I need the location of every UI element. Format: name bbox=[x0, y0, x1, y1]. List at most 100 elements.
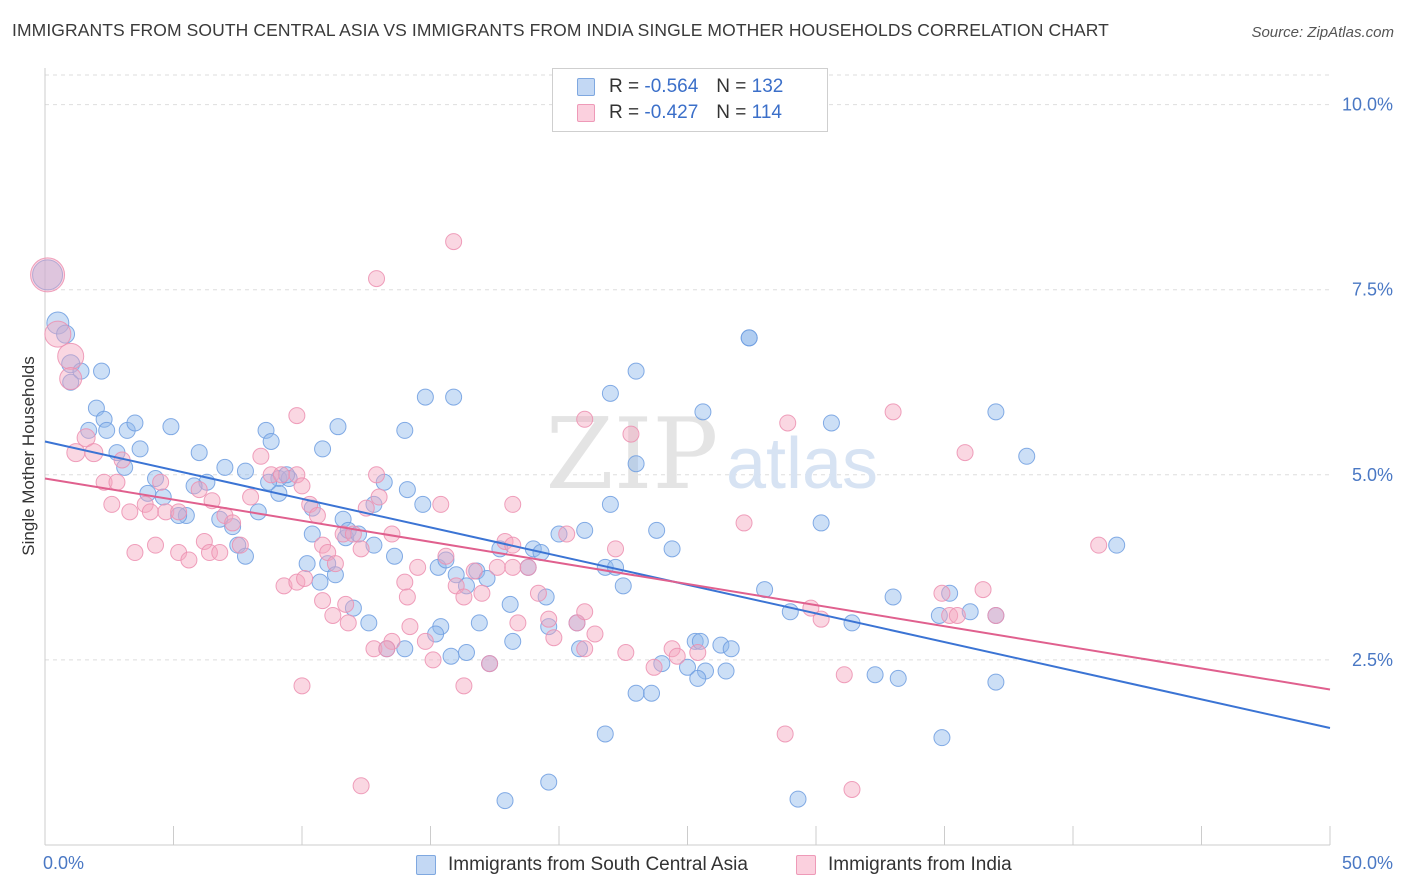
india-point-66 bbox=[473, 584, 491, 602]
india-point-48 bbox=[398, 588, 416, 606]
india-point-61 bbox=[432, 495, 450, 513]
india-point-90 bbox=[668, 647, 686, 665]
india-point-26 bbox=[211, 544, 229, 562]
south-central-asia-point-120 bbox=[1108, 536, 1126, 554]
south-central-asia-point-76 bbox=[537, 588, 555, 606]
india-point-44 bbox=[368, 466, 386, 484]
south-central-asia-point-18 bbox=[236, 462, 254, 480]
india-point-64 bbox=[455, 588, 473, 606]
india-point-53 bbox=[314, 592, 332, 610]
south-central-asia-point-71 bbox=[501, 595, 519, 613]
axes bbox=[44, 68, 1331, 846]
south-central-asia-point-15 bbox=[131, 440, 149, 458]
south-central-asia-point-62 bbox=[457, 577, 475, 595]
south-central-asia-point-85 bbox=[614, 577, 632, 595]
south-central-asia-point-95 bbox=[712, 636, 730, 654]
tick-labels: 2.5% 5.0% 7.5% 10.0% 0.0% 50.0% bbox=[43, 95, 1393, 873]
india-point-36 bbox=[308, 507, 326, 525]
grid bbox=[45, 74, 1330, 661]
watermark-atlas: atlas bbox=[726, 424, 878, 504]
india-point-100 bbox=[933, 584, 951, 602]
india-point-76 bbox=[558, 525, 576, 543]
legend-n-label: N = bbox=[716, 76, 747, 97]
south-central-asia-point-122 bbox=[596, 725, 614, 743]
india-point-40 bbox=[334, 525, 352, 543]
legend-n-value: 114 bbox=[751, 102, 782, 123]
india-point-85 bbox=[607, 540, 625, 558]
bottom-legend-swatch-south-central-asia bbox=[416, 855, 436, 875]
india-point-23 bbox=[180, 551, 198, 569]
india-point-21 bbox=[147, 536, 165, 554]
india-point-50 bbox=[275, 577, 293, 595]
india-point-28 bbox=[231, 536, 249, 554]
india-point-29 bbox=[242, 488, 260, 506]
legend-row-india: R = -0.427 N = 114 bbox=[577, 101, 782, 125]
india-point-88 bbox=[645, 658, 663, 676]
india-point-86 bbox=[617, 644, 635, 661]
bottom-legend-label-south-central-asia: Immigrants from South Central Asia bbox=[448, 854, 748, 875]
south-central-asia-point-99 bbox=[445, 388, 463, 406]
india-point-47 bbox=[396, 573, 414, 591]
india-point-42 bbox=[352, 540, 370, 558]
south-central-asia-point-5 bbox=[72, 362, 90, 380]
india-point-81 bbox=[368, 270, 386, 288]
south-central-asia-point-112 bbox=[933, 729, 951, 747]
south-central-asia-point-91 bbox=[679, 658, 696, 676]
india-point-51 bbox=[288, 573, 306, 591]
india-point-14 bbox=[152, 473, 170, 491]
south-central-asia-point-110 bbox=[884, 588, 902, 606]
india-point-91 bbox=[689, 644, 707, 661]
india-point-84 bbox=[576, 410, 594, 428]
south-central-asia-point-80 bbox=[571, 640, 589, 658]
south-central-asia-point-10 bbox=[98, 421, 116, 439]
south-central-asia-point-106 bbox=[822, 414, 840, 432]
south-central-asia-point-98 bbox=[416, 388, 434, 406]
legend: R = -0.564 N = 132 R = -0.427 N = 114 bbox=[552, 68, 828, 132]
south-central-asia-point-13 bbox=[162, 418, 180, 436]
south-central-asia-point-89 bbox=[653, 655, 671, 673]
india-point-83 bbox=[504, 495, 522, 513]
bottom-legend-south-central-asia: Immigrants from South Central Asia bbox=[416, 852, 748, 878]
south-central-asia-point-125 bbox=[789, 790, 807, 808]
south-central-asia-point-65 bbox=[442, 647, 460, 665]
chart-title: IMMIGRANTS FROM SOUTH CENTRAL ASIA VS IM… bbox=[12, 20, 1109, 40]
legend-n-label: N = bbox=[716, 102, 747, 123]
south-central-asia-point-117 bbox=[987, 403, 1005, 421]
india-point-45 bbox=[370, 488, 388, 506]
south-central-asia-point-109 bbox=[866, 666, 884, 684]
india-point-49 bbox=[409, 558, 427, 576]
india-point-99 bbox=[884, 403, 902, 421]
bottom-legend-india: Immigrants from India bbox=[796, 852, 1012, 878]
south-central-asia-point-127 bbox=[691, 632, 709, 650]
india-point-75 bbox=[545, 629, 563, 647]
bottom-legend-swatch-india bbox=[796, 855, 816, 875]
trend-line-1 bbox=[44, 477, 1331, 691]
legend-r-label: R = bbox=[609, 102, 640, 123]
south-central-asia-point-121 bbox=[740, 329, 758, 347]
india-point-92 bbox=[779, 414, 797, 432]
india-point-58 bbox=[401, 618, 419, 636]
india-point-71 bbox=[509, 614, 527, 632]
india-point-60 bbox=[424, 651, 442, 669]
south-central-asia-point-131 bbox=[278, 466, 296, 484]
y-tick-label-3: 10.0% bbox=[1342, 95, 1393, 115]
south-central-asia-point-6 bbox=[93, 362, 111, 380]
india-point-56 bbox=[365, 640, 383, 658]
south-central-asia-point-0 bbox=[32, 259, 64, 291]
south-central-asia-point-119 bbox=[1018, 447, 1036, 465]
x-tick-label-0: 0.0% bbox=[43, 853, 84, 873]
south-central-asia-point-4 bbox=[62, 373, 80, 391]
series-south-central-asia bbox=[32, 259, 1126, 810]
south-central-asia-point-92 bbox=[686, 632, 704, 650]
south-central-asia-point-56 bbox=[262, 432, 280, 450]
india-point-87 bbox=[622, 425, 640, 443]
south-central-asia-point-87 bbox=[643, 684, 661, 702]
south-central-asia-point-58 bbox=[414, 495, 432, 513]
south-central-asia-point-17 bbox=[216, 458, 234, 476]
india-point-34 bbox=[293, 477, 311, 495]
india-point-15 bbox=[157, 503, 175, 521]
south-central-asia-point-84 bbox=[601, 495, 619, 513]
india-point-94 bbox=[776, 725, 794, 743]
india-point-27 bbox=[224, 514, 242, 532]
watermark: ZIP atlas bbox=[546, 398, 878, 512]
